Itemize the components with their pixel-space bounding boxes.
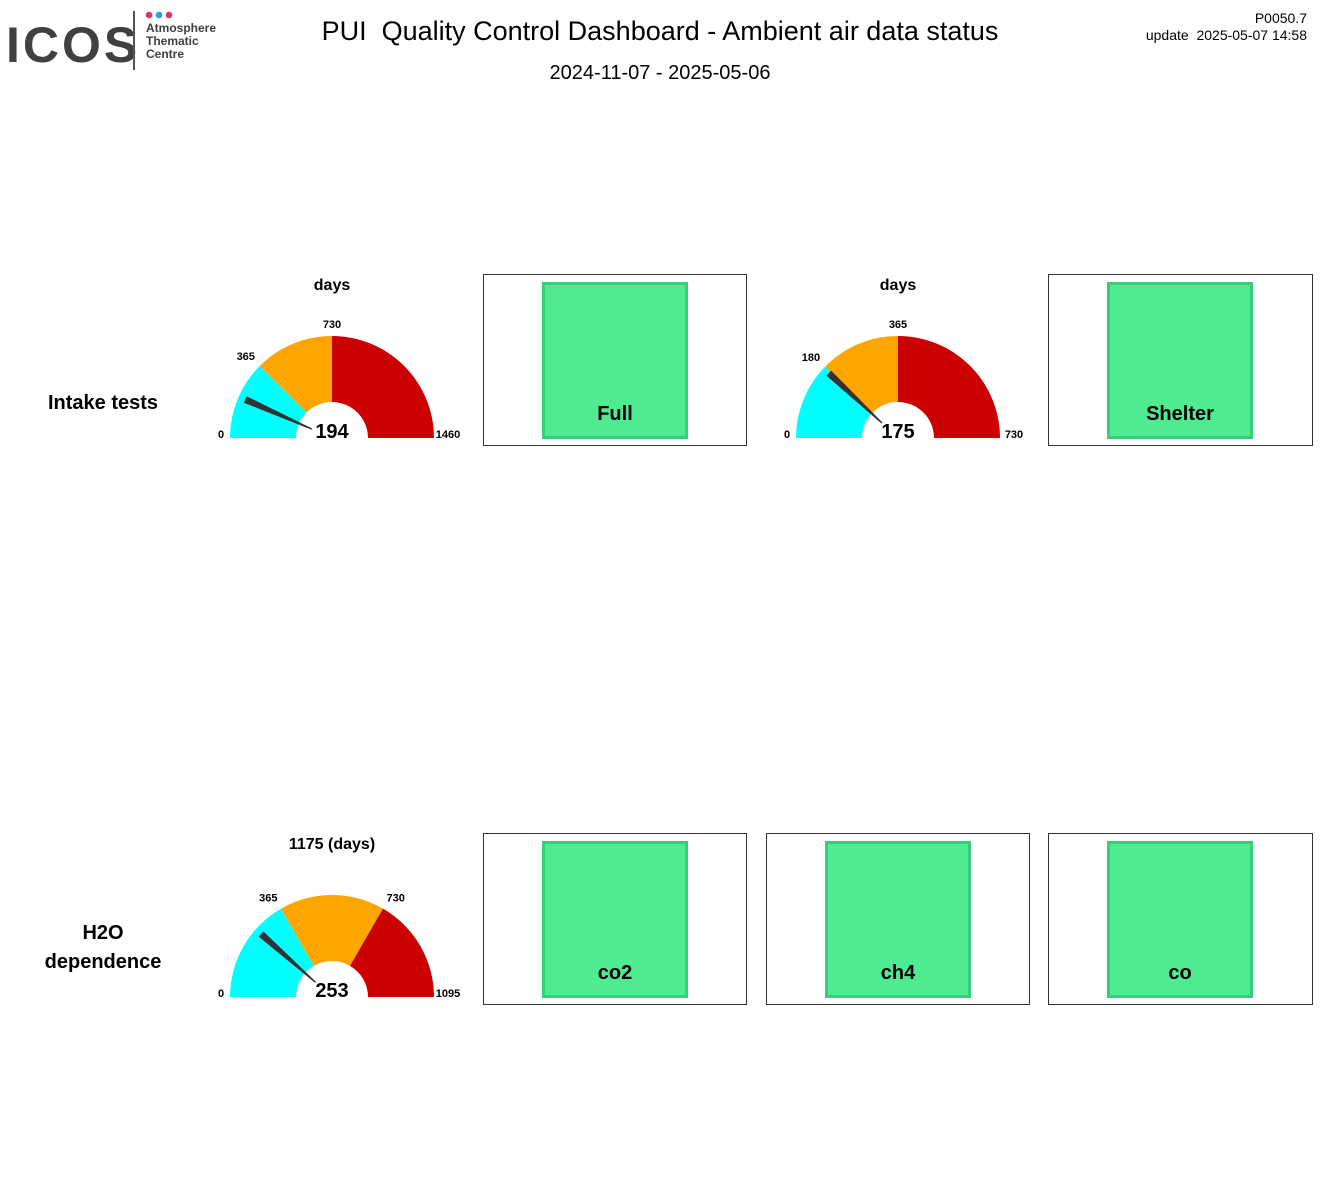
status-panel-ch4: ch4 xyxy=(766,833,1030,1005)
logo-dot-blue xyxy=(155,11,163,19)
gauge-title: days xyxy=(314,277,351,294)
row-label-line: dependence xyxy=(44,951,162,973)
status-label-shelter: Shelter xyxy=(1146,403,1214,425)
gauge-band-1 xyxy=(825,336,898,413)
status-indicator-ch4: ch4 xyxy=(825,841,971,998)
gauge-tick-label: 0 xyxy=(218,988,224,1000)
logo-divider xyxy=(133,11,135,70)
gauge-tick-label: 0 xyxy=(218,429,224,441)
row-label-line: Intake tests xyxy=(47,392,159,414)
gauge-value: 194 xyxy=(315,421,349,443)
gauge-title: 1175 (days) xyxy=(289,836,375,853)
gauge-tick-label: 1460 xyxy=(436,429,460,441)
gauge-needle xyxy=(826,370,883,424)
status-panel-co2: co2 xyxy=(483,833,747,1005)
gauge-intake-shelter: 0 180 365 730 days 175 xyxy=(784,277,1023,443)
gauge-band-2 xyxy=(332,336,434,438)
gauge-tick-label: 0 xyxy=(784,429,790,441)
logo-dot-pink xyxy=(145,11,153,19)
gauge-tick-label: 365 xyxy=(259,893,277,905)
gauge-value: 175 xyxy=(881,421,914,443)
icos-logo-graphic: ICOS Atmosphere Thematic Centre xyxy=(6,11,216,73)
status-indicator-shelter: Shelter xyxy=(1107,282,1253,439)
page-title: PUI Quality Control Dashboard - Ambient … xyxy=(321,16,999,46)
status-panel-co: co xyxy=(1048,833,1313,1005)
update-timestamp: update 2025-05-07 14:58 xyxy=(1145,27,1307,43)
gauge-intake-full: 0 365 730 1460 days 194 xyxy=(218,277,460,443)
gauge-value: 253 xyxy=(315,980,348,1002)
status-label-ch4: ch4 xyxy=(880,962,916,984)
status-indicator-full: Full xyxy=(542,282,688,439)
gauge-needle xyxy=(258,931,317,983)
gauge-band-1 xyxy=(259,336,332,413)
status-indicator-co2: co2 xyxy=(542,841,688,998)
logo-dot-pink-2 xyxy=(165,11,173,19)
row-label-intake-tests: Intake tests xyxy=(0,389,206,418)
gauge-band-0 xyxy=(230,908,314,997)
gauge-band-0 xyxy=(796,366,873,438)
gauge-band-2 xyxy=(350,908,434,997)
gauge-tick-label: 1095 xyxy=(436,988,460,1000)
status-indicator-co: co xyxy=(1107,841,1253,998)
gauge-title: days xyxy=(880,277,917,294)
logo-text: ICOS xyxy=(6,17,140,73)
logo-sub-3: Centre xyxy=(146,47,184,61)
gauge-band-1 xyxy=(281,895,383,966)
gauge-tick-label: 730 xyxy=(323,319,341,331)
row-label-h2o-dependence: H2O dependence xyxy=(0,919,206,977)
gauge-tick-label: 180 xyxy=(802,352,820,364)
date-period: 2024-11-07 - 2025-05-06 xyxy=(549,62,771,84)
gauge-h2o-dependence: 0 365 730 1095 1175 (days) 253 xyxy=(218,836,460,1002)
status-label-full: Full xyxy=(597,403,633,425)
gauge-tick-label: 365 xyxy=(237,351,255,363)
station-code: P0050.7 xyxy=(1254,10,1307,26)
icos-logo: ICOS Atmosphere Thematic Centre xyxy=(6,8,236,74)
status-label-co2: co2 xyxy=(597,962,633,984)
gauge-tick-label: 365 xyxy=(889,319,907,331)
logo-sub-1: Atmosphere xyxy=(146,21,216,35)
status-panel-full: Full xyxy=(483,274,747,446)
status-panel-shelter: Shelter xyxy=(1048,274,1313,446)
gauge-tick-label: 730 xyxy=(387,893,405,905)
row-label-line: H2O xyxy=(82,922,124,944)
gauge-needle xyxy=(243,396,313,430)
gauge-tick-label: 730 xyxy=(1005,429,1023,441)
status-label-co: co xyxy=(1168,962,1192,984)
gauge-band-2 xyxy=(898,336,1000,438)
logo-sub-2: Thematic xyxy=(146,34,199,48)
